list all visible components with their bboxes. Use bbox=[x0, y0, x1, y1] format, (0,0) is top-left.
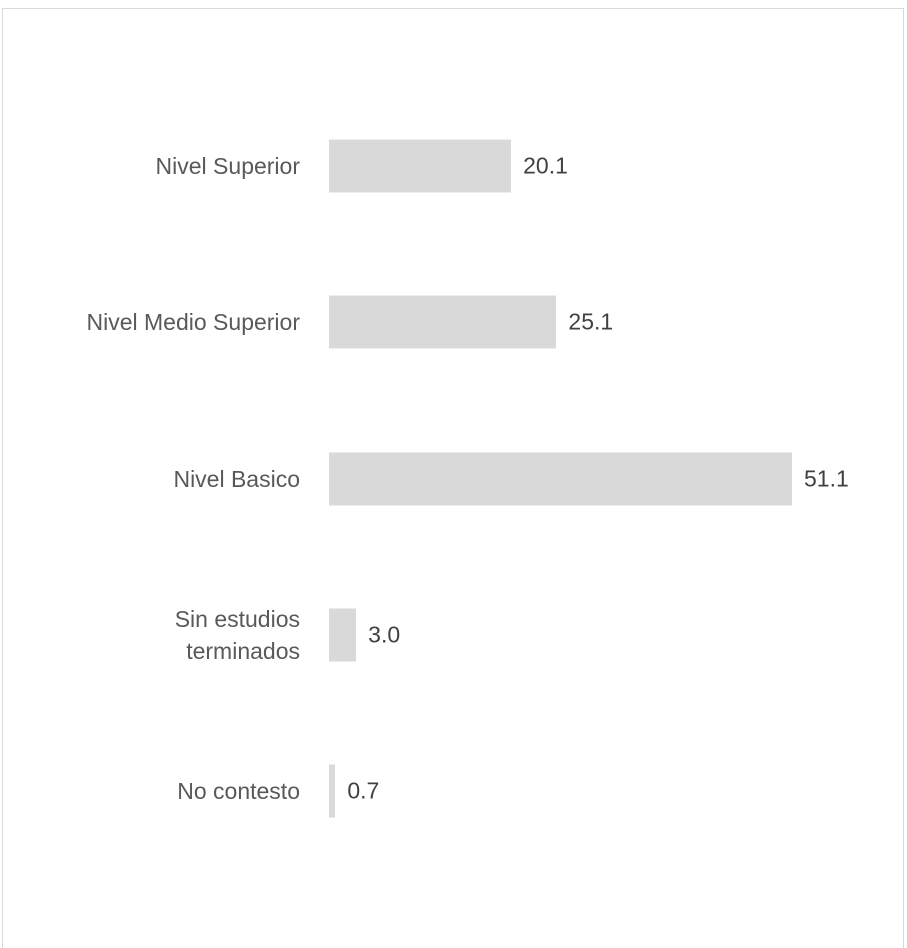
bar bbox=[329, 295, 557, 349]
value-label: 0.7 bbox=[347, 777, 380, 804]
category-label: No contesto bbox=[177, 778, 300, 804]
category-label: Nivel Superior bbox=[155, 153, 300, 179]
bar bbox=[329, 764, 336, 818]
bar bbox=[329, 608, 357, 662]
value-label: 3.0 bbox=[368, 621, 401, 648]
chart-frame bbox=[2, 8, 904, 948]
value-label: 20.1 bbox=[523, 152, 568, 179]
category-label: Nivel Medio Superior bbox=[86, 309, 300, 336]
bar bbox=[329, 139, 512, 193]
value-label: 25.1 bbox=[568, 308, 614, 335]
bar bbox=[329, 452, 792, 505]
category-label: Nivel Basico bbox=[173, 465, 300, 492]
category-label: Sin estudios terminados bbox=[174, 605, 300, 664]
value-label: 51.1 bbox=[804, 465, 849, 491]
